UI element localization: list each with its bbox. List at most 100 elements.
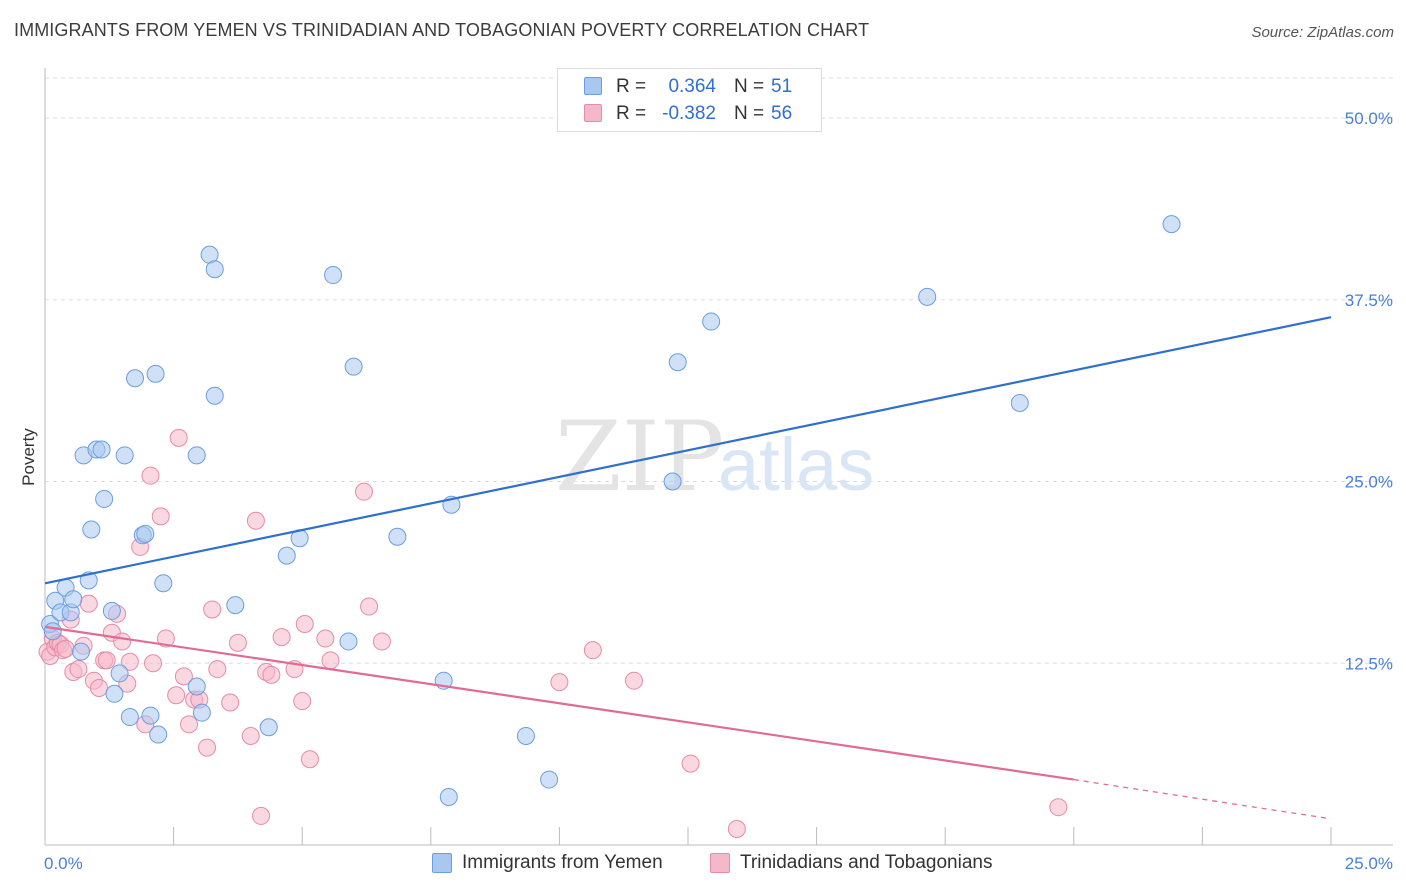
trinidad-point bbox=[372, 632, 391, 651]
trinidad-point bbox=[246, 511, 265, 530]
trinidad-point bbox=[316, 629, 335, 648]
yemen-point bbox=[344, 357, 363, 376]
legend-r-label: R = bbox=[616, 103, 647, 124]
trinidad-point bbox=[360, 597, 379, 616]
trinidad-point bbox=[97, 651, 116, 670]
bottom-legend-swatch-pink bbox=[710, 853, 730, 873]
trinidad-point bbox=[144, 654, 163, 673]
yemen-point bbox=[1162, 215, 1181, 234]
trinidad-point bbox=[550, 673, 569, 692]
trinidad-point bbox=[262, 665, 281, 684]
trinidad-point bbox=[198, 738, 217, 757]
bottom-legend-trinidad: Trinidadians and Tobagonians bbox=[710, 852, 1030, 876]
yemen-point bbox=[120, 708, 139, 727]
trinidad-point bbox=[321, 651, 340, 670]
legend-r-value: -0.382 bbox=[662, 103, 716, 124]
trinidad-point bbox=[113, 632, 132, 651]
legend-r-value: 0.364 bbox=[668, 76, 716, 97]
legend-row-yemen: R = 0.364 N = 51 bbox=[558, 74, 821, 100]
bottom-legend-label: Immigrants from Yemen bbox=[462, 852, 663, 873]
yemen-point bbox=[918, 287, 937, 306]
trinidad-point bbox=[252, 806, 271, 825]
legend-swatch-blue bbox=[584, 77, 602, 95]
yemen-point bbox=[146, 364, 165, 383]
bottom-legend-label: Trinidadians and Tobagonians bbox=[740, 852, 993, 873]
yemen-point bbox=[115, 446, 134, 465]
trinidad-point bbox=[56, 639, 75, 658]
correlation-legend: R = 0.364 N = 51 R = -0.382 N = 56 bbox=[557, 68, 822, 132]
y-tick-labels: 12.5% 25.0% 37.5% 50.0% bbox=[1345, 109, 1393, 673]
legend-n-label: N = bbox=[734, 76, 765, 97]
yemen-point bbox=[187, 446, 206, 465]
yemen-point bbox=[668, 353, 687, 372]
y-tick-label: 25.0% bbox=[1345, 473, 1393, 492]
yemen-point bbox=[187, 677, 206, 696]
trinidad-point bbox=[293, 692, 312, 711]
bottom-legend-yemen: Immigrants from Yemen bbox=[432, 852, 692, 876]
yemen-point bbox=[540, 770, 559, 789]
trinidad-point bbox=[69, 660, 88, 679]
trinidad-point bbox=[1049, 798, 1068, 817]
trinidad-point bbox=[169, 428, 188, 447]
yemen-point bbox=[277, 546, 296, 565]
trinidad-point bbox=[120, 652, 139, 671]
yemen-point bbox=[92, 440, 111, 459]
trinidad-point bbox=[228, 633, 247, 652]
trinidad-point bbox=[141, 466, 160, 485]
legend-r-label: R = bbox=[616, 76, 647, 97]
trinidad-trend-extension bbox=[1073, 778, 1332, 820]
yemen-point bbox=[95, 489, 114, 508]
trinidad-point bbox=[295, 614, 314, 633]
trinidad-point bbox=[300, 750, 319, 769]
trinidad-point bbox=[180, 715, 199, 734]
source-label: Source: ZipAtlas.com bbox=[1251, 24, 1394, 41]
yemen-point bbox=[72, 642, 91, 661]
grid-lines bbox=[45, 77, 1393, 664]
legend-n-label: N = bbox=[734, 103, 765, 124]
yemen-point bbox=[205, 386, 224, 405]
trinidad-point bbox=[208, 660, 227, 679]
yemen-point bbox=[102, 601, 121, 620]
trinidad-point bbox=[624, 671, 643, 690]
trinidad-point bbox=[354, 482, 373, 501]
yemen-point bbox=[136, 524, 155, 543]
yemen-point bbox=[64, 590, 83, 609]
legend-row-trinidad: R = -0.382 N = 56 bbox=[558, 101, 821, 127]
axes bbox=[44, 68, 1393, 846]
bottom-legend-swatch-blue bbox=[432, 853, 452, 873]
yemen-point bbox=[702, 312, 721, 331]
yemen-trend-line bbox=[44, 316, 1332, 585]
trinidad-point bbox=[221, 693, 240, 712]
yemen-point bbox=[192, 703, 211, 722]
watermark-zip: ZIP bbox=[555, 401, 724, 513]
yemen-point bbox=[105, 684, 124, 703]
yemen-point bbox=[205, 260, 224, 279]
yemen-point bbox=[149, 725, 168, 744]
yemen-point bbox=[226, 596, 245, 615]
x-tick-label: 25.0% bbox=[1345, 854, 1393, 873]
trinidad-point bbox=[727, 820, 746, 839]
y-tick-label: 12.5% bbox=[1345, 654, 1393, 673]
trinidad-point bbox=[156, 629, 175, 648]
yemen-point bbox=[110, 664, 129, 683]
trinidad-point bbox=[583, 641, 602, 660]
chart-title: IMMIGRANTS FROM YEMEN VS TRINIDADIAN AND… bbox=[14, 20, 870, 40]
trinidad-point bbox=[681, 754, 700, 773]
legend-swatch-pink bbox=[584, 104, 602, 122]
trinidad-point bbox=[90, 678, 109, 697]
y-tick-label: 50.0% bbox=[1345, 109, 1393, 128]
yemen-point bbox=[154, 574, 173, 593]
yemen-point bbox=[82, 520, 101, 539]
yemen-point bbox=[43, 622, 62, 641]
legend-n-value: 56 bbox=[771, 103, 793, 124]
trend-lines bbox=[44, 316, 1332, 820]
x-tick-labels: 0.0% 25.0% bbox=[44, 854, 1393, 873]
watermark-atlas: atlas bbox=[718, 423, 874, 506]
y-axis-label: Poverty bbox=[19, 428, 38, 486]
x-tick-label: 0.0% bbox=[44, 854, 83, 873]
trinidad-point bbox=[79, 594, 98, 613]
yemen-point bbox=[663, 472, 682, 491]
yemen-point bbox=[259, 718, 278, 737]
trinidad-point bbox=[241, 726, 260, 745]
